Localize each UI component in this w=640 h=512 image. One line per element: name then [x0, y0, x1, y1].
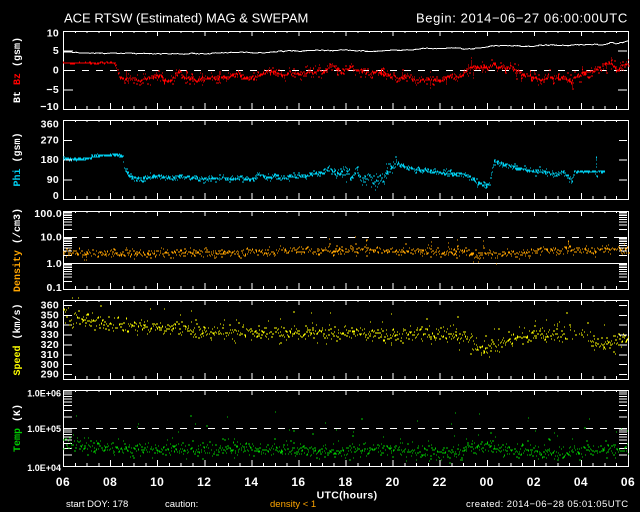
svg-text:02: 02: [527, 475, 541, 489]
svg-text:360: 360: [41, 119, 59, 131]
svg-text:1.0E+05: 1.0E+05: [27, 424, 61, 434]
svg-text:Phi (gsm): Phi (gsm): [12, 132, 24, 186]
svg-text:0.1: 0.1: [47, 282, 63, 294]
svg-text:Speed (km/s): Speed (km/s): [12, 303, 24, 375]
svg-text:start DOY: 178: start DOY: 178: [66, 499, 128, 510]
svg-text:330: 330: [41, 329, 59, 341]
svg-text:20: 20: [386, 475, 400, 489]
svg-text:90: 90: [47, 174, 59, 186]
svg-text:350: 350: [41, 309, 59, 321]
svg-text:UTC(hours): UTC(hours): [317, 490, 378, 502]
svg-text:04: 04: [574, 475, 588, 489]
svg-text:−5: −5: [46, 84, 59, 96]
svg-text:Density (/cm3): Density (/cm3): [12, 208, 24, 292]
svg-text:06: 06: [56, 475, 70, 489]
svg-text:12: 12: [197, 475, 211, 489]
svg-text:Bt Bz (gsm): Bt Bz (gsm): [12, 37, 24, 103]
svg-text:Begin: 2014−06−27 06:00:00UTC: Begin: 2014−06−27 06:00:00UTC: [416, 11, 628, 26]
svg-text:ACE RTSW (Estimated) MAG & SWE: ACE RTSW (Estimated) MAG & SWEPAM: [64, 11, 308, 26]
svg-text:10: 10: [150, 475, 164, 489]
svg-text:1.0E+06: 1.0E+06: [27, 389, 61, 399]
svg-text:270: 270: [41, 134, 59, 146]
svg-text:10.0: 10.0: [40, 232, 62, 244]
svg-text:180: 180: [41, 154, 59, 166]
svg-text:Temp (K): Temp (K): [12, 404, 24, 452]
svg-text:5: 5: [53, 45, 59, 57]
svg-text:16: 16: [291, 475, 305, 489]
svg-text:−10: −10: [40, 101, 59, 113]
svg-text:08: 08: [103, 475, 117, 489]
svg-text:18: 18: [338, 475, 352, 489]
svg-text:0: 0: [53, 190, 59, 202]
svg-text:100.0: 100.0: [34, 208, 62, 220]
svg-text:00: 00: [480, 475, 494, 489]
svg-text:300: 300: [41, 359, 59, 371]
svg-text:1.0E+04: 1.0E+04: [27, 463, 61, 473]
svg-text:340: 340: [41, 319, 59, 331]
svg-text:caution:: caution:: [165, 499, 198, 510]
svg-text:310: 310: [41, 349, 59, 361]
svg-text:320: 320: [41, 339, 59, 351]
svg-text:0: 0: [53, 65, 59, 77]
svg-text:360: 360: [41, 299, 59, 311]
svg-text:density < 1: density < 1: [270, 499, 316, 510]
svg-text:10: 10: [47, 28, 59, 40]
svg-text:14: 14: [244, 475, 258, 489]
svg-text:1.0: 1.0: [47, 258, 63, 270]
svg-text:06: 06: [621, 475, 635, 489]
svg-text:22: 22: [433, 475, 447, 489]
svg-text:created: 2014−06−28 05:01:05UT: created: 2014−06−28 05:01:05UTC: [466, 499, 629, 510]
svg-text:290: 290: [41, 369, 59, 381]
